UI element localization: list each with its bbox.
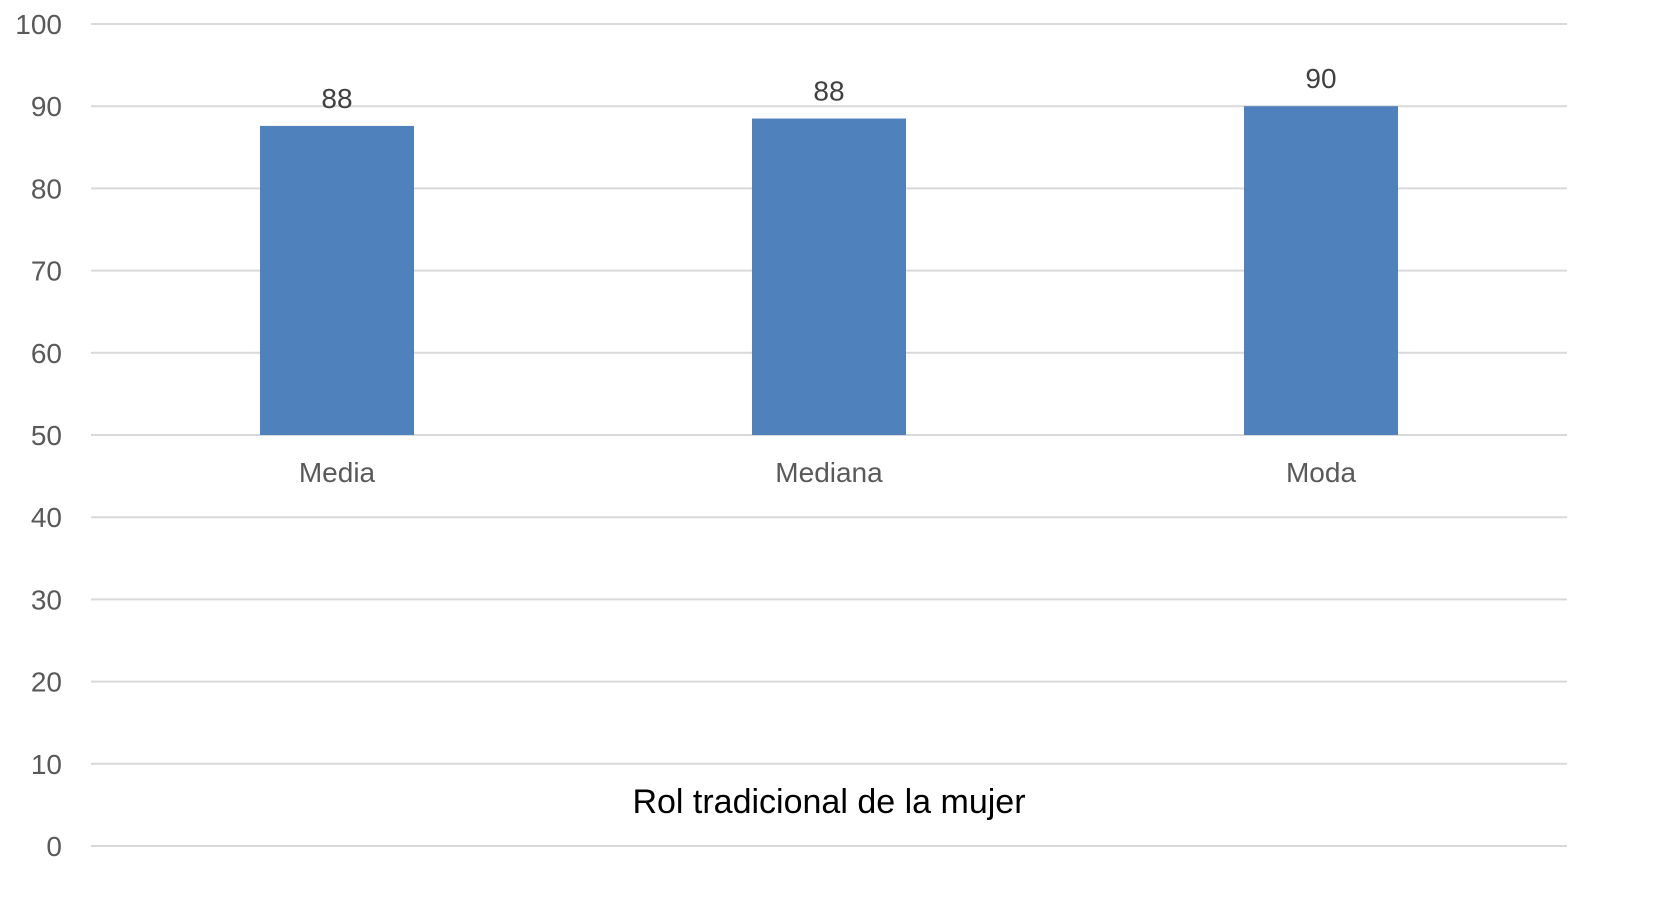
y-tick-label-0: 0 [46, 831, 62, 862]
bar-moda [1244, 106, 1398, 435]
category-label-media: Media [299, 457, 376, 488]
y-tick-label-60: 60 [31, 338, 62, 369]
data-label-media: 88 [321, 83, 352, 114]
category-label-moda: Moda [1286, 457, 1356, 488]
data-labels: 88 88 90 [321, 63, 1336, 114]
bar-mediana [752, 118, 906, 435]
category-label-mediana: Mediana [775, 457, 883, 488]
data-label-moda: 90 [1305, 63, 1336, 94]
bars [260, 106, 1398, 435]
y-tick-label-40: 40 [31, 502, 62, 533]
y-tick-label-30: 30 [31, 584, 62, 615]
y-tick-label-80: 80 [31, 173, 62, 204]
y-tick-label-90: 90 [31, 91, 62, 122]
bar-media [260, 125, 414, 435]
x-axis-title: Rol tradicional de la mujer [632, 783, 1025, 821]
category-labels: Media Mediana Moda [299, 457, 1357, 488]
y-tick-label-100: 100 [15, 9, 62, 40]
y-tick-label-70: 70 [31, 256, 62, 287]
y-tick-label-20: 20 [31, 667, 62, 698]
y-tick-label-50: 50 [31, 420, 62, 451]
y-axis-tick-labels: 0 10 20 30 40 50 60 70 80 90 100 [15, 9, 62, 862]
data-label-mediana: 88 [813, 76, 844, 107]
y-tick-label-10: 10 [31, 749, 62, 780]
